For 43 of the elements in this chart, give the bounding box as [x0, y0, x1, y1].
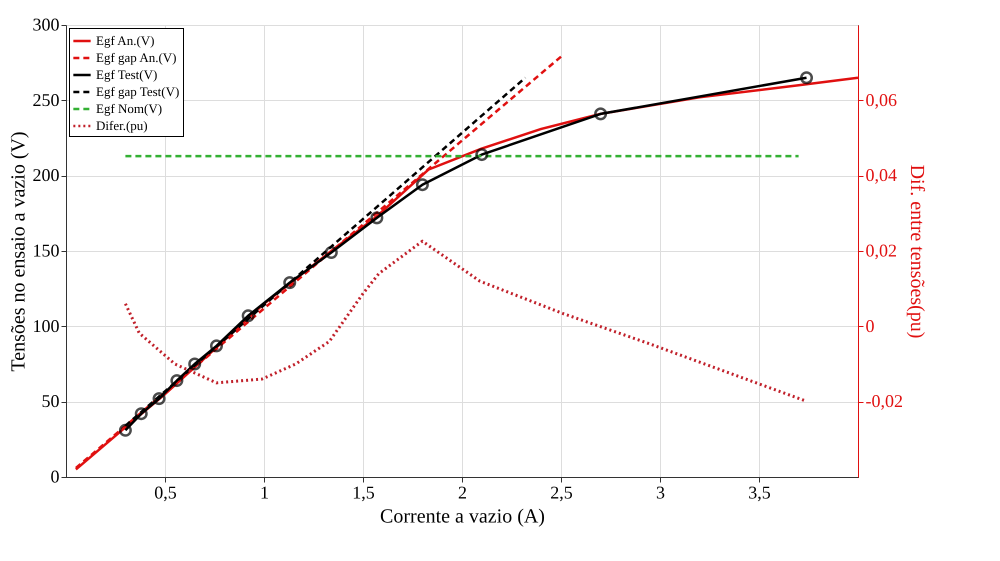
point: [800, 71, 814, 84]
legend-label: Egf gap An.(V): [96, 50, 177, 65]
point: [242, 309, 255, 322]
y2-axis-title: Dif. entre tensões(pu): [906, 164, 928, 338]
point: [283, 276, 296, 290]
legend-label: Egf Nom(V): [96, 101, 162, 116]
y-tick-label: 200: [32, 165, 60, 186]
legend-label: Egf An.(V): [96, 33, 154, 48]
point: [475, 148, 488, 162]
point: [134, 407, 148, 420]
x-tick-label: 2,5: [550, 482, 573, 502]
y-tick-label: 50: [42, 391, 60, 412]
x-tick-label: 0,5: [154, 482, 177, 502]
x-axis-title: Corrente a vazio (A): [380, 506, 545, 528]
point: [188, 358, 202, 370]
y-tick-label: 250: [32, 90, 60, 110]
y2-tick-label: 0,06: [866, 90, 897, 110]
point: [170, 374, 184, 388]
y-tick-label: 0: [50, 466, 60, 486]
point: [370, 211, 384, 224]
point: [152, 392, 166, 406]
legend-label: Egf Test(V): [96, 67, 158, 82]
x-tick-label: 3: [656, 482, 665, 502]
y2-tick-label: 0: [866, 316, 874, 336]
line-series: [124, 240, 806, 402]
y-tick-label: 300: [32, 14, 60, 34]
x-tick-label: 3,5: [748, 482, 771, 502]
point: [118, 424, 132, 437]
y2-tick-label: 0,04: [866, 165, 897, 186]
point: [416, 178, 429, 192]
y2-tick-label: -0,02: [866, 391, 903, 412]
x-tick-label: 1,5: [352, 482, 375, 502]
point: [324, 246, 338, 259]
x-tick-label: 2: [458, 482, 467, 502]
legend-label: Difer.(pu): [96, 118, 148, 133]
point: [210, 339, 223, 352]
y-axis-title: Tensões no ensaio a vazio (V): [8, 131, 30, 372]
point: [594, 107, 608, 120]
x-tick-label: 1: [260, 482, 269, 502]
legend-label: Egf gap Test(V): [96, 84, 180, 99]
y2-tick-label: 0,02: [866, 240, 897, 260]
y-tick-label: 150: [32, 240, 60, 260]
y-tick-label: 100: [32, 316, 60, 336]
